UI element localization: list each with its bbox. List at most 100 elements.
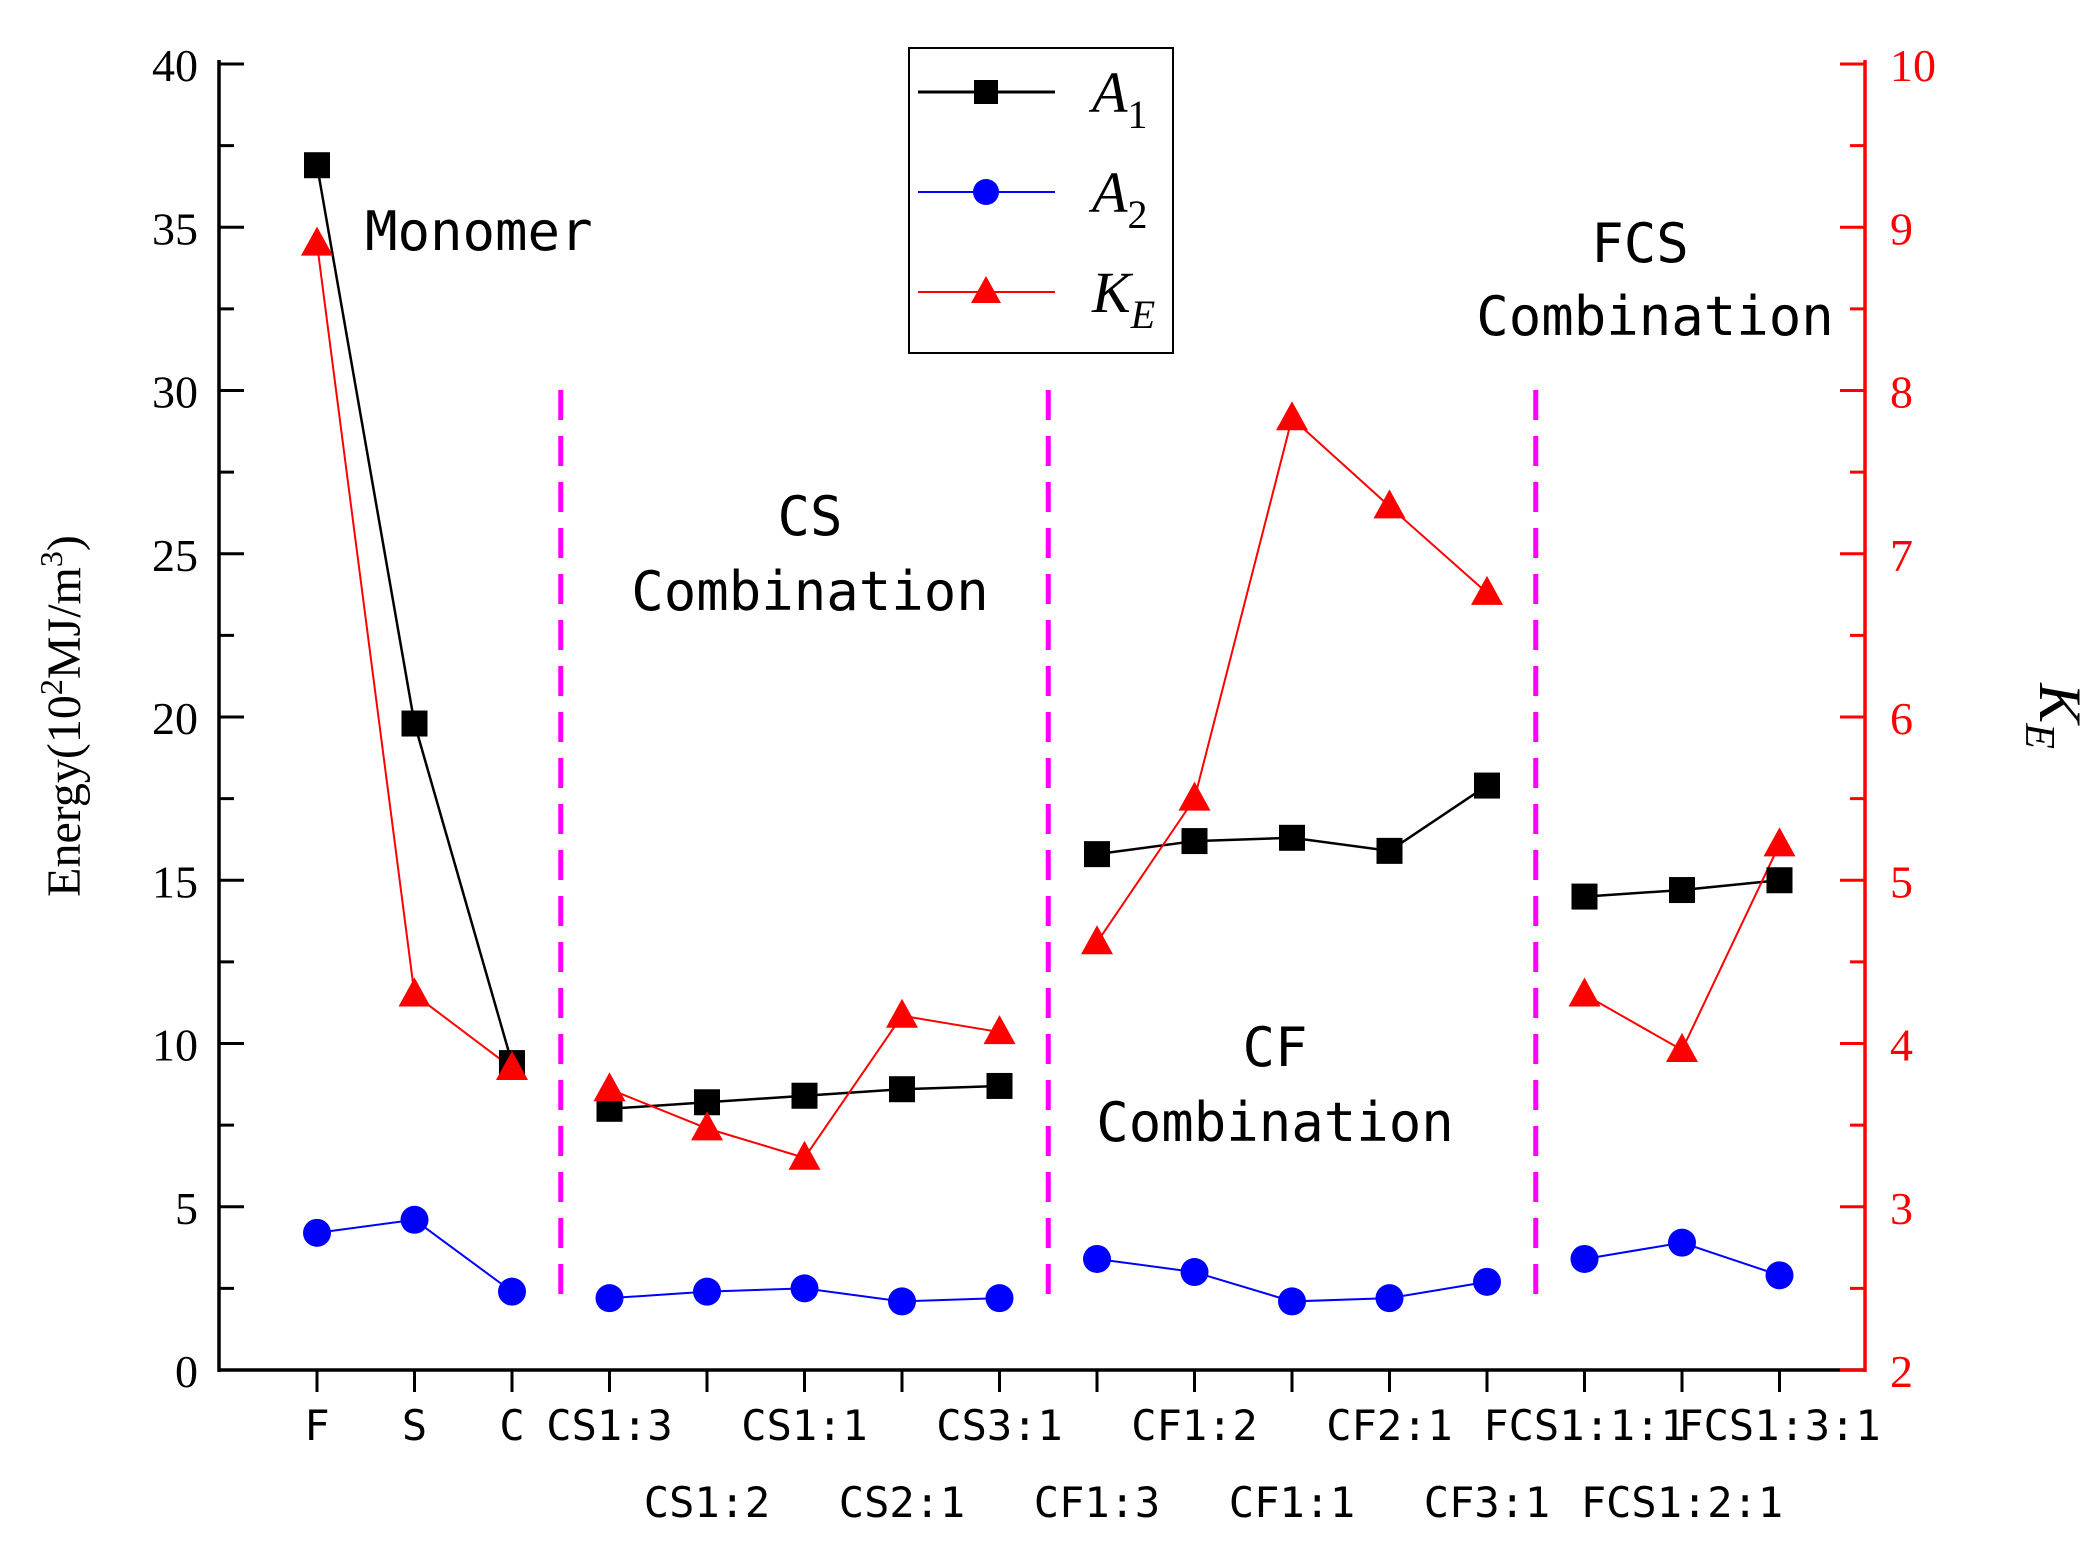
x-axis-ticks: F S C CS1:3 CS1:2 CS1:1 CS2:1 CS3:1 CF1:3 CF1:2 CF…	[304, 1370, 1881, 1527]
series-markers	[301, 152, 1796, 1316]
point-a1	[791, 1082, 818, 1109]
right-tick-label: 6	[1890, 693, 1913, 744]
annotation-monomer: Monomer	[365, 200, 593, 263]
left-tick-label: 10	[152, 1020, 198, 1071]
point-a1	[1084, 841, 1110, 868]
legend-a2-marker	[973, 179, 999, 205]
x-tick-label: CF3:1	[1424, 1478, 1550, 1527]
x-tick-label: CS1:3	[546, 1401, 672, 1450]
point-ke	[788, 1140, 821, 1170]
x-tick-label: CF2:1	[1326, 1401, 1452, 1450]
right-axis-title: KE	[2016, 682, 2088, 749]
annotation-fcs-line1: FCS	[1591, 212, 1689, 275]
right-tick-label: 4	[1890, 1020, 1913, 1071]
right-tick-label: 10	[1890, 40, 1936, 91]
point-a1	[1571, 883, 1598, 910]
x-tick-label: C	[499, 1401, 524, 1450]
point-a1	[986, 1072, 1013, 1099]
point-ke	[1471, 575, 1503, 605]
x-tick-label: CS3:1	[936, 1401, 1062, 1450]
legend-box	[908, 47, 1174, 354]
x-tick-label: S	[402, 1401, 427, 1450]
left-tick-label: 25	[152, 530, 198, 581]
left-tick-label: 40	[152, 40, 198, 91]
point-a1	[694, 1089, 720, 1116]
x-tick-label: F	[304, 1401, 329, 1450]
point-a1	[1766, 867, 1793, 894]
left-tick-label: 20	[152, 693, 198, 744]
point-ke	[1666, 1033, 1698, 1063]
x-tick-label: CS1:2	[644, 1478, 770, 1527]
point-a2	[1570, 1244, 1599, 1273]
left-tick-label: 30	[152, 367, 198, 418]
point-a1	[1376, 837, 1403, 864]
right-tick-label: 7	[1890, 530, 1913, 581]
point-ke	[1373, 489, 1406, 519]
point-a2	[303, 1218, 331, 1247]
point-a2	[1375, 1284, 1404, 1313]
x-tick-label: FCS1:1:1	[1483, 1401, 1685, 1450]
point-a2	[1765, 1261, 1794, 1290]
right-tick-label: 2	[1890, 1346, 1913, 1397]
annotation-cs-line2: Combination	[631, 560, 989, 623]
point-ke	[1178, 781, 1211, 811]
point-a2	[693, 1277, 721, 1306]
legend-a1-label: A1	[1088, 60, 1147, 137]
x-tick-label: CS1:1	[741, 1401, 867, 1450]
point-a2	[888, 1287, 916, 1316]
point-a1	[401, 710, 428, 737]
left-tick-label: 35	[152, 203, 198, 254]
point-ke	[983, 1015, 1016, 1045]
x-tick-label: CF1:3	[1034, 1478, 1160, 1527]
point-ke	[398, 977, 431, 1007]
legend-ke-marker	[971, 276, 1001, 303]
left-tick-label: 0	[175, 1346, 198, 1397]
group-dividers	[558, 390, 1539, 1300]
point-a1	[1474, 772, 1500, 799]
left-tick-label: 15	[152, 856, 198, 907]
legend-a2-label: A2	[1088, 160, 1147, 237]
point-ke	[301, 226, 333, 256]
point-a1	[1181, 828, 1208, 855]
left-axis-ticks: 0 5 10 15 20 25 30 35 40	[152, 40, 244, 1397]
point-a2	[1668, 1228, 1696, 1257]
left-tick-label: 5	[175, 1183, 198, 1234]
legend-item-a1: A1	[918, 60, 1147, 137]
right-tick-label: 9	[1890, 203, 1913, 254]
point-a2	[985, 1284, 1014, 1313]
x-tick-label: FCS1:3:1	[1678, 1401, 1880, 1450]
point-a2	[1473, 1267, 1501, 1296]
point-ke	[593, 1072, 626, 1102]
point-a2	[1180, 1258, 1209, 1287]
point-a2	[790, 1274, 819, 1303]
annotation-cf-line1: CF	[1242, 1016, 1307, 1079]
legend-item-a2: A2	[918, 160, 1147, 237]
annotation-fcs-line2: Combination	[1476, 285, 1834, 348]
point-a1	[1669, 877, 1695, 904]
right-tick-label: 5	[1890, 856, 1913, 907]
legend-item-ke: KE	[918, 260, 1155, 337]
point-a2	[1278, 1287, 1306, 1316]
annotation-cs-line1: CS	[777, 485, 842, 548]
point-ke	[496, 1050, 528, 1080]
right-tick-label: 8	[1890, 367, 1913, 418]
right-tick-label: 3	[1890, 1183, 1913, 1234]
annotation-cf-line2: Combination	[1096, 1091, 1454, 1154]
legend-ke-label: KE	[1091, 260, 1155, 337]
point-a1	[304, 152, 330, 179]
legend: A1 A2 KE	[908, 47, 1174, 354]
x-tick-label: FCS1:2:1	[1581, 1478, 1783, 1527]
point-ke	[691, 1111, 723, 1141]
point-ke	[1763, 827, 1796, 857]
point-a2	[400, 1205, 429, 1234]
point-ke	[1276, 401, 1308, 431]
point-a2	[1083, 1244, 1111, 1273]
point-a1	[1279, 824, 1305, 851]
x-tick-label: CF1:1	[1229, 1478, 1355, 1527]
right-axis-ticks: 2 3 4 5 6 7 8 9 10	[1840, 40, 1936, 1397]
legend-a1-marker	[974, 80, 998, 104]
point-a2	[595, 1284, 624, 1313]
x-tick-label: CF1:2	[1131, 1401, 1257, 1450]
point-ke	[1568, 977, 1601, 1007]
